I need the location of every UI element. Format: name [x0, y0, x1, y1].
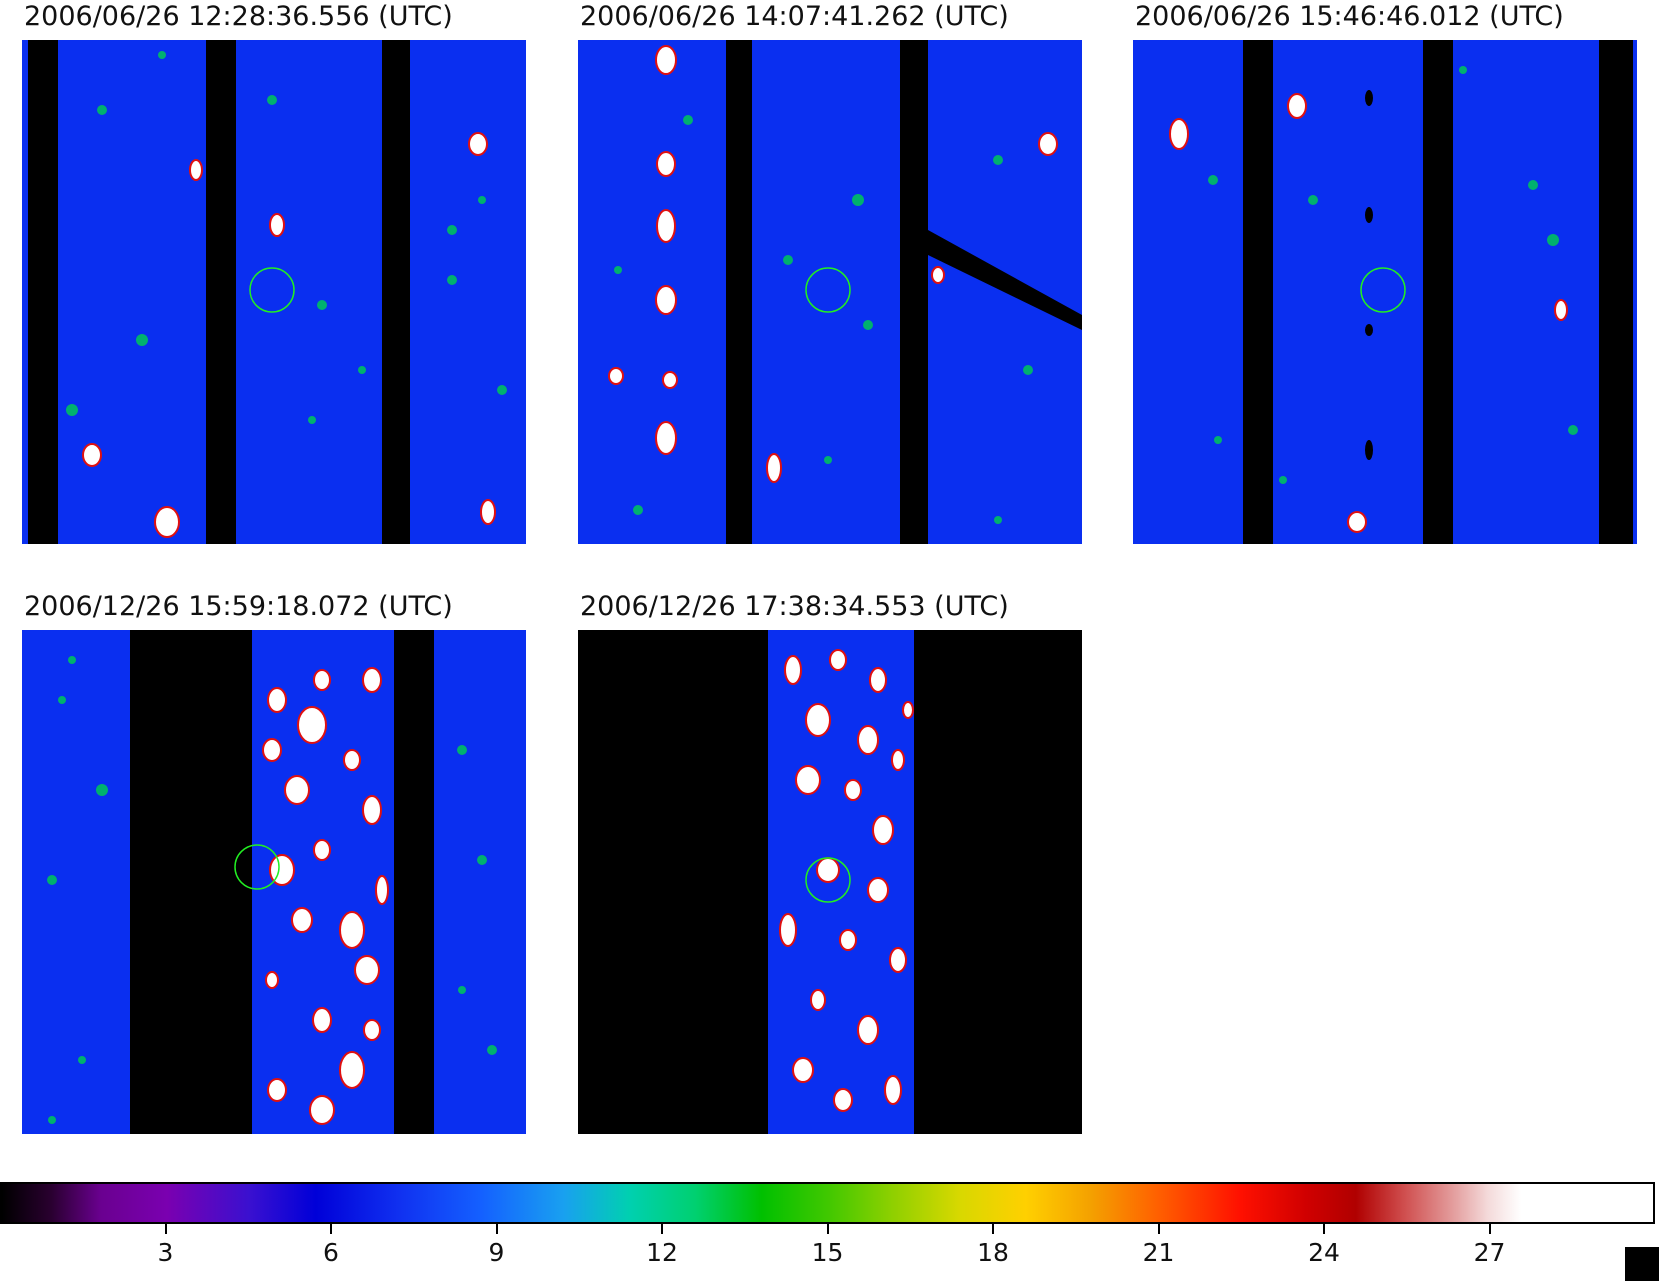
colorbar-tick	[992, 1224, 994, 1234]
intensity-map	[22, 630, 526, 1134]
colorbar-tick	[1323, 1224, 1325, 1234]
intensity-map	[578, 40, 1082, 544]
panel-timestamp: 2006/06/26 15:46:46.012 (UTC)	[1135, 1, 1564, 32]
colorbar-tick	[826, 1224, 829, 1234]
colorbar-tick-label: 12	[646, 1238, 678, 1267]
intensity-map	[1133, 40, 1637, 544]
colorbar-tick	[164, 1224, 167, 1234]
colorbar-tick-label: 18	[977, 1238, 1009, 1267]
panel-timestamp: 2006/06/26 14:07:41.262 (UTC)	[580, 1, 1009, 32]
colorbar-tick-label: 24	[1308, 1238, 1340, 1267]
colorbar-extend-box	[1625, 1247, 1659, 1281]
colorbar-tick-label: 6	[323, 1238, 339, 1267]
colorbar: 3 6 9 12 15 18 21 24 27	[0, 1182, 1659, 1281]
colorbar-tick	[661, 1224, 663, 1234]
intensity-map	[22, 40, 526, 544]
colorbar-tick	[330, 1224, 332, 1234]
colorbar-tick	[1488, 1224, 1491, 1234]
colorbar-tick	[1157, 1224, 1160, 1234]
panel-timestamp: 2006/12/26 15:59:18.072 (UTC)	[24, 591, 453, 622]
colorbar-tick-label: 27	[1473, 1238, 1506, 1267]
colorbar-tick-label: 21	[1142, 1238, 1175, 1267]
colorbar-tick-label: 3	[157, 1238, 174, 1267]
colorbar-gradient	[0, 1182, 1655, 1224]
colorbar-tick-label: 9	[488, 1238, 505, 1267]
colorbar-tick-label: 15	[811, 1238, 844, 1267]
panel-timestamp: 2006/12/26 17:38:34.553 (UTC)	[580, 591, 1009, 622]
colorbar-tick	[495, 1224, 498, 1234]
panel-timestamp: 2006/06/26 12:28:36.556 (UTC)	[24, 1, 453, 32]
intensity-map	[578, 630, 1082, 1134]
